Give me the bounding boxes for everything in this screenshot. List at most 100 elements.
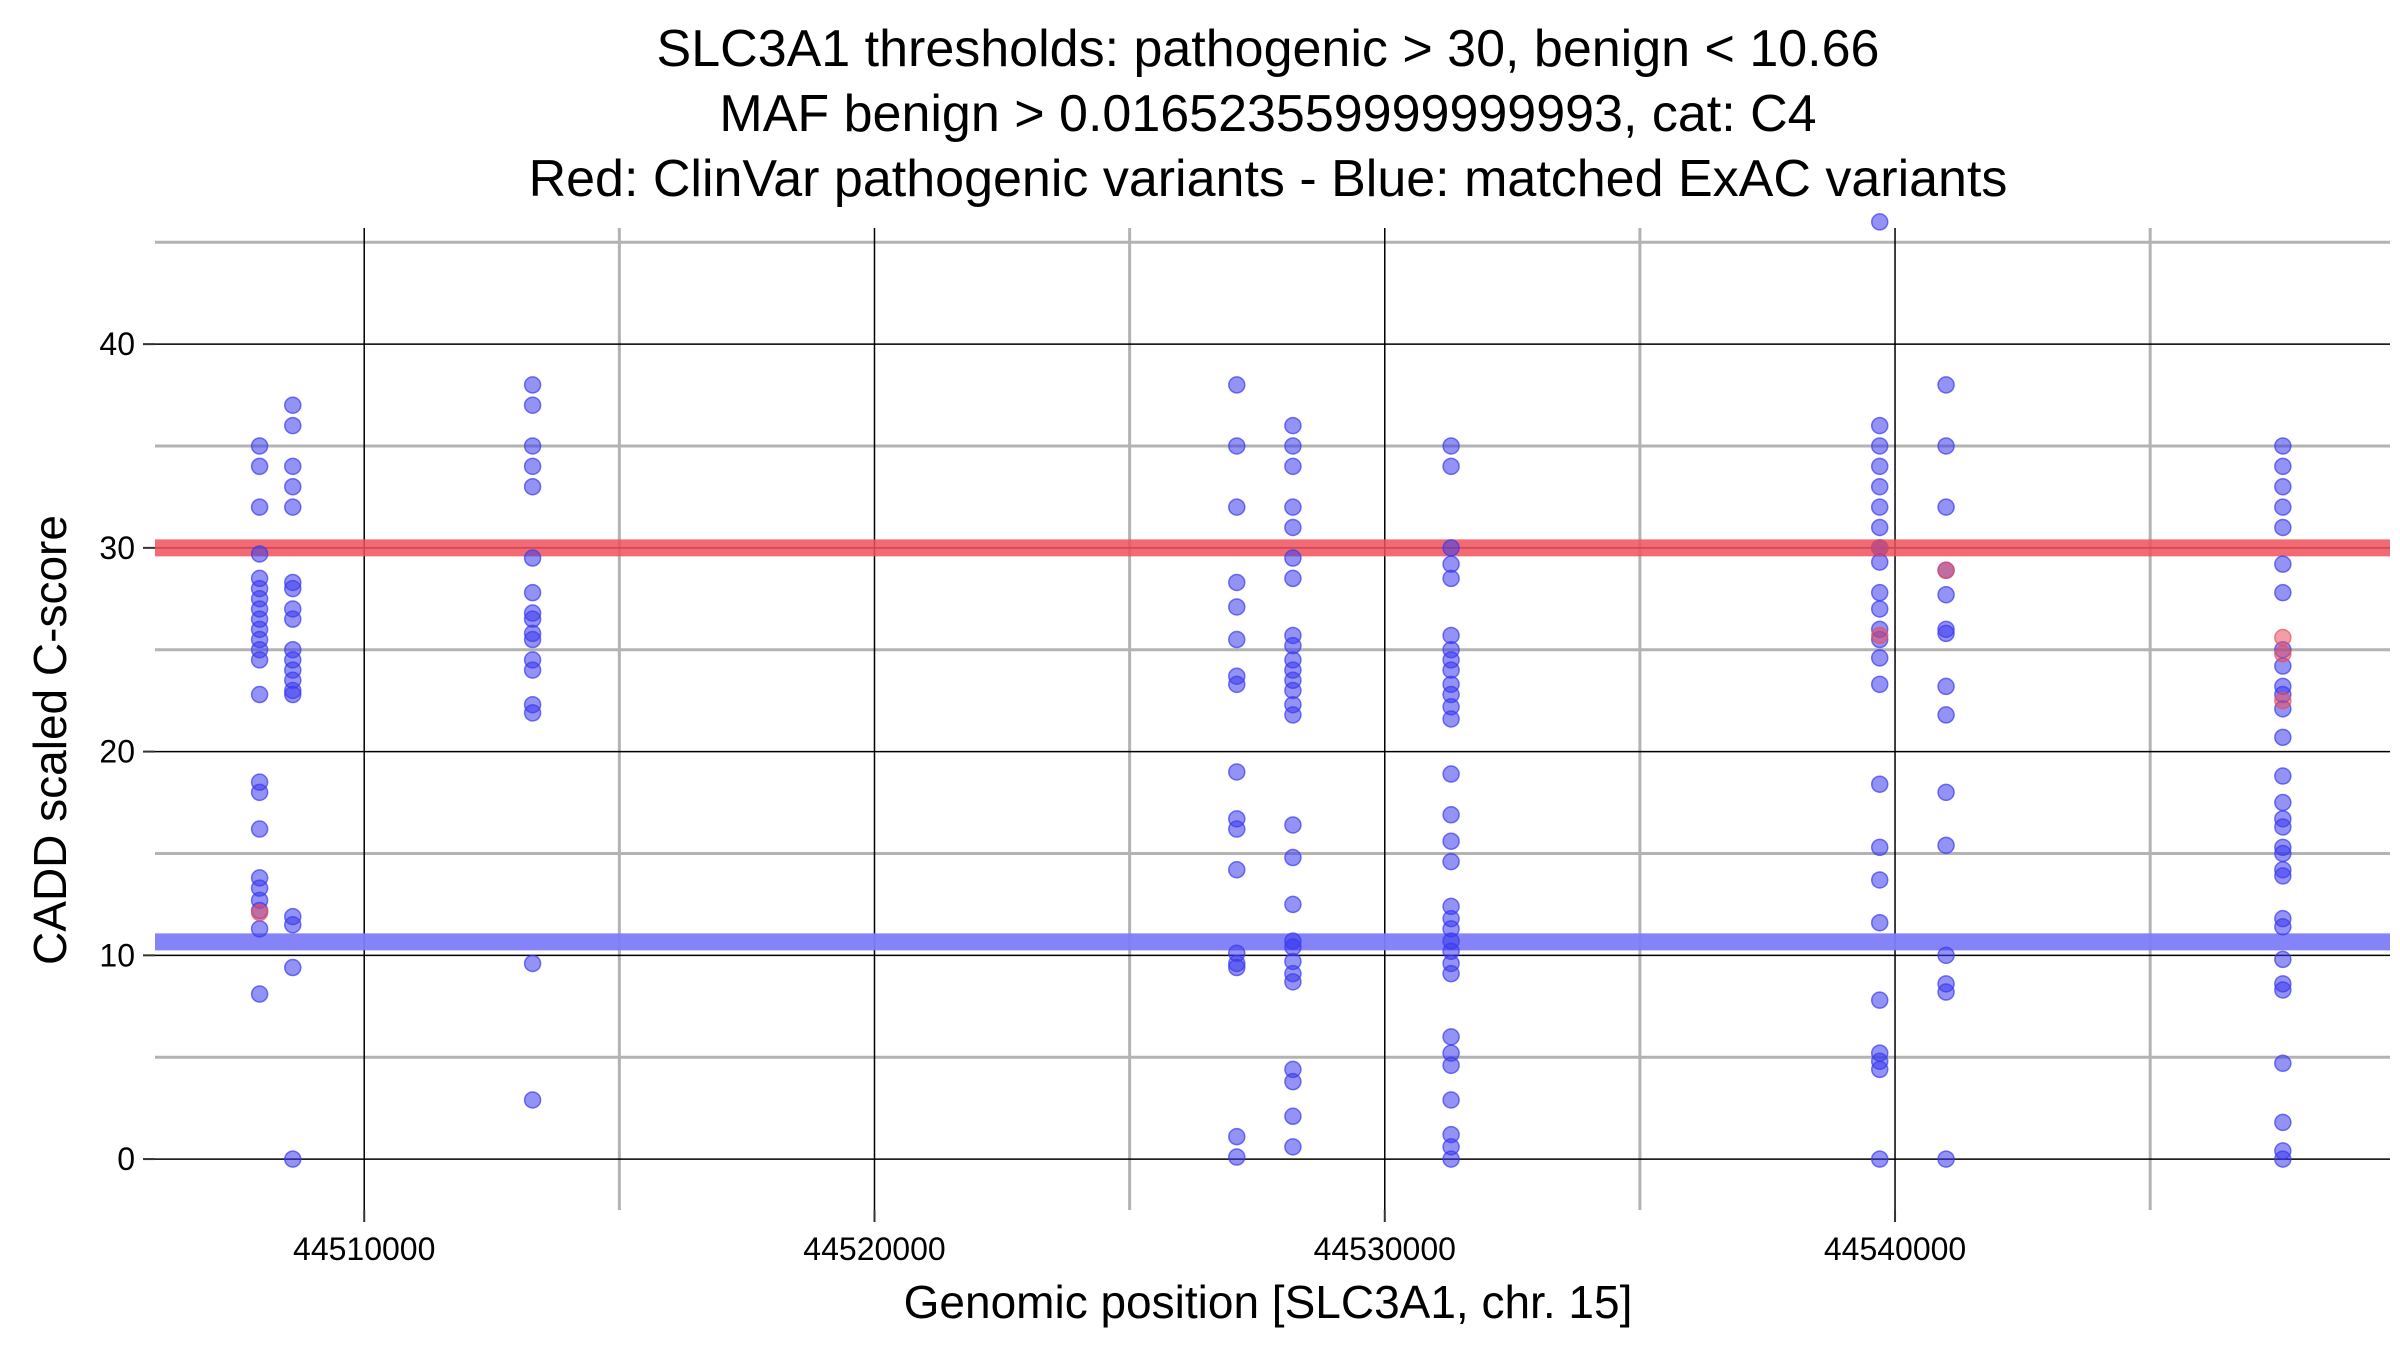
exac-variant-point xyxy=(1870,838,1889,857)
exac-variant-point xyxy=(1228,573,1246,592)
exac-variant-point xyxy=(523,583,542,602)
exac-variant-point xyxy=(1870,1060,1889,1079)
exac-variant-point xyxy=(1870,498,1889,516)
exac-variant-point xyxy=(1937,437,1955,455)
exac-variant-point xyxy=(1228,630,1246,649)
exac-variant-point xyxy=(2274,518,2292,537)
exac-variant-point xyxy=(1442,765,1460,783)
exac-variant-point xyxy=(2274,477,2292,496)
title-line-3: Red: ClinVar pathogenic variants - Blue:… xyxy=(529,150,2008,208)
exac-variant-point xyxy=(250,651,269,669)
exac-variant-point xyxy=(284,396,302,414)
exac-variant-point xyxy=(284,498,302,516)
clinvar-pathogenic-point xyxy=(2274,691,2292,710)
exac-variant-point xyxy=(1870,991,1889,1009)
exac-variant-point xyxy=(523,477,542,496)
exac-variant-point xyxy=(2274,950,2292,969)
exac-variant-point xyxy=(1870,437,1889,455)
exac-variant-point xyxy=(284,916,302,934)
exac-variant-point xyxy=(1442,832,1460,850)
exac-variant-point xyxy=(2274,818,2292,836)
exac-variant-point xyxy=(1870,583,1889,602)
exac-variant-point xyxy=(1228,437,1246,455)
exac-variant-point xyxy=(1870,600,1889,618)
exac-variant-point xyxy=(2274,583,2292,602)
exac-variant-point xyxy=(1870,477,1889,496)
exac-variant-point xyxy=(250,985,269,1003)
exac-variant-point xyxy=(1228,498,1246,516)
x-tick-label: 44520000 xyxy=(803,1231,945,1267)
exac-variant-point xyxy=(1442,964,1460,983)
y-tick-label: 40 xyxy=(99,326,135,362)
exac-variant-point xyxy=(1284,1072,1302,1091)
exac-variant-point xyxy=(2274,867,2292,885)
exac-variant-point xyxy=(1284,848,1302,867)
clinvar-pathogenic-point xyxy=(1870,539,1889,557)
exac-variant-point xyxy=(1870,213,1889,231)
exac-variant-point xyxy=(1442,437,1460,455)
exac-variant-point xyxy=(1228,958,1246,977)
exac-variant-point xyxy=(2274,1150,2292,1168)
exac-variant-point xyxy=(1442,1091,1460,1109)
exac-variant-point xyxy=(1937,376,1955,394)
exac-variant-point xyxy=(1284,416,1302,435)
exac-variant-point xyxy=(2274,555,2292,573)
exac-variant-point xyxy=(250,498,269,516)
exac-variant-point xyxy=(284,610,302,628)
exac-variant-point xyxy=(284,958,302,977)
exac-variant-point xyxy=(2274,918,2292,936)
exac-variant-point xyxy=(1937,677,1955,696)
y-tick-label: 0 xyxy=(117,1141,135,1177)
exac-variant-point xyxy=(523,396,542,414)
exac-variant-point xyxy=(2274,767,2292,785)
title-line-1: SLC3A1 thresholds: pathogenic > 30, beni… xyxy=(657,20,1880,78)
exac-variant-point xyxy=(1442,1150,1460,1168)
y-tick-label: 20 xyxy=(99,734,135,770)
exac-variant-point xyxy=(523,457,542,476)
exac-variant-point xyxy=(1870,775,1889,793)
exac-variant-point xyxy=(1870,871,1889,889)
exac-variant-point xyxy=(284,685,302,704)
y-tick-label: 30 xyxy=(99,530,135,566)
clinvar-pathogenic-point xyxy=(1937,561,1955,580)
exac-variant-point xyxy=(2274,1113,2292,1132)
major-gridlines xyxy=(155,228,2390,1210)
exac-variant-point xyxy=(1284,569,1302,588)
exac-variant-point xyxy=(250,437,269,455)
exac-variant-point xyxy=(1442,852,1460,871)
title-line-2: MAF benign > 0.016523559999999993, cat: … xyxy=(719,85,1816,143)
exac-variant-point xyxy=(1284,437,1302,455)
clinvar-pathogenic-point xyxy=(250,903,269,922)
exac-variant-point xyxy=(250,920,269,938)
chart-title: SLC3A1 thresholds: pathogenic > 30, beni… xyxy=(529,20,2008,208)
exac-variant-point xyxy=(1870,416,1889,435)
clinvar-pathogenic-point xyxy=(2274,628,2292,647)
y-tick-label: 10 xyxy=(99,937,135,973)
exac-variant-point xyxy=(2274,1054,2292,1073)
exac-variant-point xyxy=(284,457,302,476)
exac-variant-point xyxy=(250,685,269,704)
exac-variant-point xyxy=(284,477,302,496)
x-tick-label: 44510000 xyxy=(293,1231,435,1267)
exac-variant-point xyxy=(284,579,302,598)
x-tick-label: 44540000 xyxy=(1824,1231,1966,1267)
exac-variant-point xyxy=(1870,649,1889,667)
exac-variant-point xyxy=(1284,518,1302,537)
exac-variant-point xyxy=(2274,844,2292,863)
exac-variant-point xyxy=(523,1091,542,1109)
exac-variant-point xyxy=(523,630,542,649)
exac-variant-point xyxy=(1228,1127,1246,1146)
exac-variant-point xyxy=(250,457,269,476)
exac-variant-point xyxy=(1284,706,1302,724)
exac-variant-point xyxy=(523,437,542,455)
exac-variant-point xyxy=(1228,598,1246,616)
x-tick-label: 44530000 xyxy=(1314,1231,1456,1267)
exac-variant-point xyxy=(1870,457,1889,476)
exac-variant-point xyxy=(1284,895,1302,914)
exac-variant-point xyxy=(250,820,269,838)
exac-variant-point xyxy=(1442,1028,1460,1046)
exac-variant-point xyxy=(2274,728,2292,747)
exac-variant-point xyxy=(1228,675,1246,694)
